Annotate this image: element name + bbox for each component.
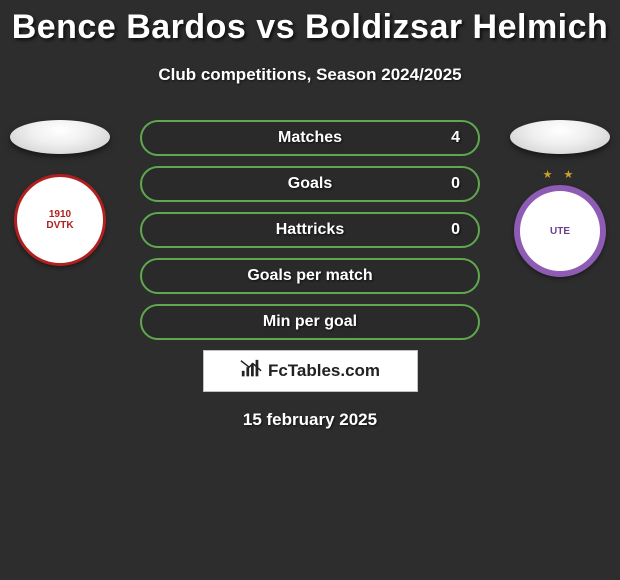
crest-left-year: 1910	[46, 209, 73, 220]
subtitle: Club competitions, Season 2024/2025	[0, 65, 620, 85]
stat-row-matches: Matches 4	[140, 120, 480, 156]
stat-label: Matches	[278, 129, 342, 147]
crest-left-abbr: DVTK	[46, 220, 73, 231]
stats-panel: Matches 4 Goals 0 Hattricks 0 Goals per …	[140, 120, 480, 430]
date-label: 15 february 2025	[140, 410, 480, 430]
stat-label: Min per goal	[263, 313, 357, 331]
stat-value: 0	[451, 175, 460, 193]
bar-chart-icon	[240, 358, 262, 385]
right-player-column: ★ ★ UTE	[500, 120, 620, 277]
stat-row-min-per-goal: Min per goal	[140, 304, 480, 340]
stat-label: Goals per match	[247, 267, 372, 285]
stat-label: Goals	[288, 175, 332, 193]
stat-row-hattricks: Hattricks 0	[140, 212, 480, 248]
team-crest-left: 1910 DVTK	[14, 174, 106, 266]
stat-label: Hattricks	[276, 221, 344, 239]
brand-label: FcTables.com	[268, 361, 380, 381]
player-avatar-right	[510, 120, 610, 154]
stat-value: 0	[451, 221, 460, 239]
stat-row-goals-per-match: Goals per match	[140, 258, 480, 294]
brand-badge: FcTables.com	[203, 350, 418, 392]
player-avatar-left	[10, 120, 110, 154]
crest-right-abbr: UTE	[550, 226, 570, 237]
team-crest-right: UTE	[514, 185, 606, 277]
left-player-column: 1910 DVTK	[0, 120, 120, 266]
stat-row-goals: Goals 0	[140, 166, 480, 202]
page-title: Bence Bardos vs Boldizsar Helmich	[0, 0, 620, 47]
stat-value: 4	[451, 129, 460, 147]
crest-right-stars: ★ ★	[543, 168, 578, 181]
